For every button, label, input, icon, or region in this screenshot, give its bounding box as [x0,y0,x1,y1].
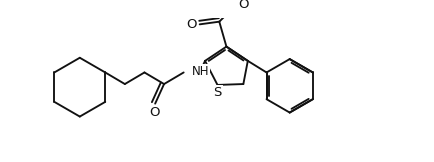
Text: NH: NH [192,65,209,78]
Text: S: S [214,87,222,99]
Text: O: O [187,18,197,31]
Text: O: O [149,106,160,119]
Text: O: O [238,0,249,11]
